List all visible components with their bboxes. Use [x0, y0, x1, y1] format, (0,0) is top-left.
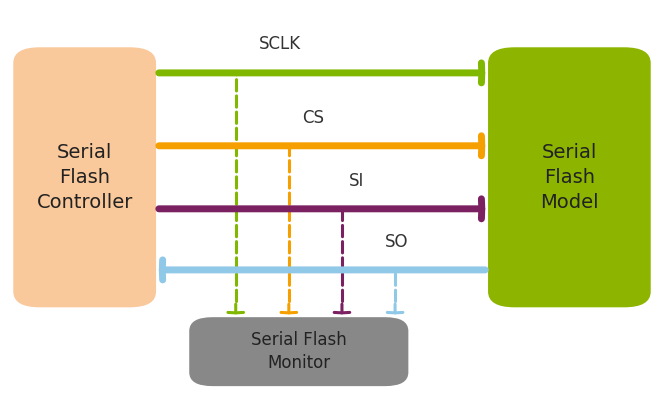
Text: SI: SI: [349, 172, 364, 190]
FancyBboxPatch shape: [189, 317, 408, 386]
FancyBboxPatch shape: [13, 47, 156, 307]
Text: SO: SO: [385, 233, 408, 251]
Text: Serial
Flash
Model: Serial Flash Model: [540, 143, 599, 212]
Text: Serial Flash
Monitor: Serial Flash Monitor: [251, 331, 347, 372]
Text: CS: CS: [302, 109, 324, 127]
FancyBboxPatch shape: [488, 47, 651, 307]
Text: Serial
Flash
Controller: Serial Flash Controller: [37, 143, 133, 212]
Text: SCLK: SCLK: [259, 35, 301, 53]
